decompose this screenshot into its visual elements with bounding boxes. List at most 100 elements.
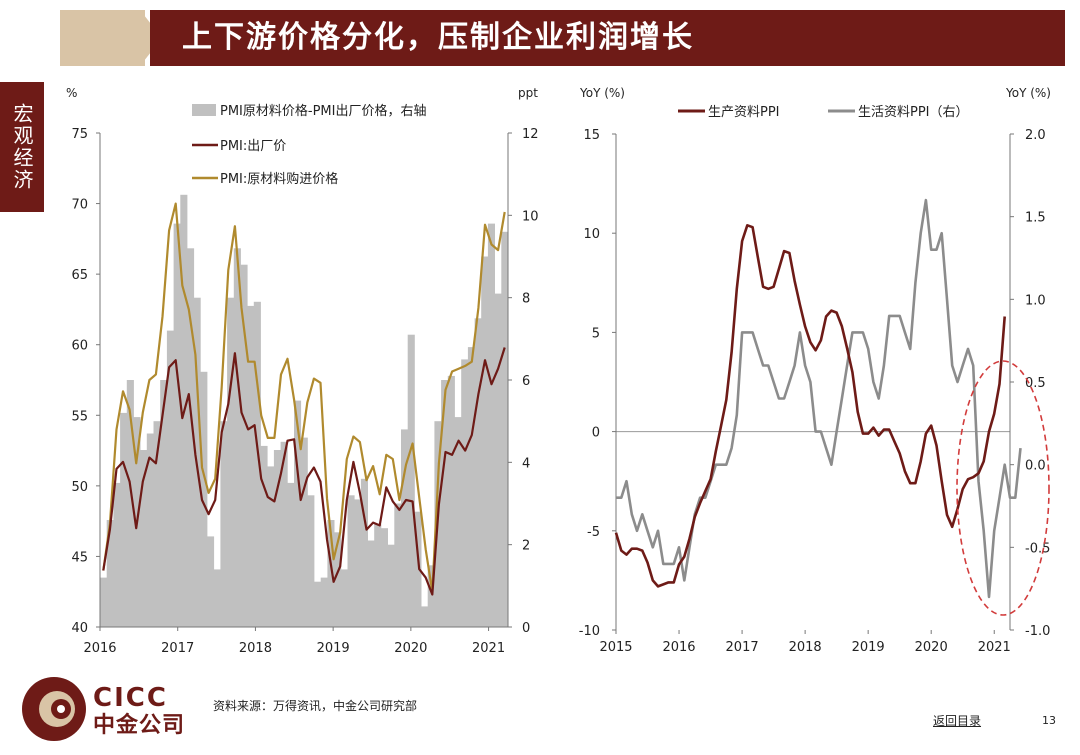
bar-spread (260, 445, 268, 627)
bar-spread (280, 441, 288, 628)
legend-label-input: PMI:原材料购进价格 (220, 171, 338, 187)
bar-spread (481, 256, 489, 627)
y-tick-label-left: 40 (71, 621, 88, 636)
bar-spread (267, 466, 275, 627)
bar-spread (380, 528, 388, 627)
y-tick-label-right: 8 (522, 292, 530, 307)
bar-spread (200, 371, 208, 627)
bar-spread (247, 305, 255, 627)
y-tick-label-right-2: -0.5 (1025, 541, 1050, 556)
bar-spread (146, 433, 154, 627)
bar-spread (126, 380, 134, 627)
y-tick-label-right: 6 (522, 374, 530, 389)
x-tick-label: 2021 (472, 641, 505, 656)
y-tick-label-left: 70 (71, 198, 88, 213)
y-tick-label-right: 2 (522, 539, 530, 554)
legend-label-consumer: 生活资料PPI（右） (858, 105, 969, 120)
page-title: 上下游价格分化，压制企业利润增长 (182, 20, 694, 55)
bar-spread (233, 248, 241, 628)
x-tick-label: 2018 (239, 641, 272, 656)
bar-spread (220, 421, 228, 627)
bar-spread (441, 380, 449, 627)
y-tick-label-right-2: 1.0 (1025, 293, 1046, 308)
bar-spread (320, 577, 328, 627)
bar-spread (401, 429, 409, 627)
series-line-consumer-ppi (616, 198, 1022, 599)
legend-swatch-spread (192, 104, 216, 116)
y-tick-label-right: 12 (522, 127, 539, 142)
y-tick-label-left-2: 10 (583, 227, 600, 242)
bar-spread (173, 223, 181, 627)
bar-spread (407, 334, 415, 627)
bar-spread (253, 301, 261, 627)
logo-text-cn: 中金公司 (93, 713, 186, 738)
bar-spread (287, 482, 295, 627)
bar-spread (140, 450, 148, 627)
bar-spread (307, 495, 315, 627)
bar-spread (421, 606, 429, 627)
x-tick-label: 2020 (394, 641, 427, 656)
legend-label-output: PMI:出厂价 (220, 139, 286, 154)
bar-spread (300, 437, 308, 627)
bar-spread (166, 330, 174, 627)
bar-spread (207, 536, 215, 627)
y-tick-label-left-2: -10 (579, 624, 600, 639)
section-tab[interactable]: 宏观经济 (0, 82, 44, 212)
bar-spread (120, 412, 128, 627)
y-tick-label-right: 0 (522, 621, 530, 636)
legend-label-spread: PMI原材料价格-PMI出厂价格，右轴 (220, 103, 426, 119)
x-tick-label-2: 2017 (726, 640, 759, 655)
bar-spread (213, 569, 221, 627)
x-tick-label: 2017 (161, 641, 194, 656)
y-tick-label-right: 10 (522, 209, 539, 224)
bar-spread (106, 520, 114, 627)
series-line-producer-ppi (614, 224, 1006, 588)
right-axis-title-2: YoY (%) (1005, 86, 1051, 100)
y-tick-label-right-2: 0.5 (1025, 376, 1046, 391)
y-tick-label-left: 45 (71, 550, 88, 565)
bar-spread (394, 503, 402, 627)
y-tick-label-left-2: 5 (592, 326, 600, 341)
bar-spread (494, 293, 502, 627)
bar-spread (454, 417, 462, 627)
bar-spread (467, 347, 475, 627)
title-banner (150, 10, 1065, 66)
bar-spread (414, 511, 422, 627)
bar-spread (340, 569, 348, 627)
source-note: 资料来源：万得资讯，中金公司研究部 (213, 699, 418, 713)
cicc-logo-icon (22, 677, 86, 741)
y-tick-label-left: 75 (71, 127, 88, 142)
x-tick-label-2: 2016 (662, 640, 695, 655)
left-axis-title-2: YoY (%) (579, 86, 625, 100)
bar-spread (294, 400, 302, 627)
y-tick-label-left: 60 (71, 339, 88, 354)
logo-text-en: CICC (93, 683, 168, 713)
y-tick-label-right-2: 2.0 (1025, 128, 1046, 143)
x-tick-label: 2016 (83, 641, 116, 656)
bar-spread (474, 318, 482, 628)
series-line-input-price (102, 202, 506, 593)
bar-spread (187, 248, 195, 628)
x-tick-label-2: 2020 (915, 640, 948, 655)
bar-spread (347, 495, 355, 627)
bar-spread (327, 520, 335, 627)
y-tick-label-left: 50 (71, 480, 88, 495)
legend-label-producer: 生产资料PPI (708, 105, 780, 120)
back-to-contents-link[interactable]: 返回目录 (933, 714, 982, 728)
bar-spread (447, 375, 455, 627)
bar-spread (153, 421, 161, 627)
bar-spread (461, 359, 469, 627)
y-tick-label-left-2: -5 (587, 525, 600, 540)
y-tick-label-right-2: 0.0 (1025, 459, 1046, 474)
y-tick-label-left: 55 (71, 409, 88, 424)
right-axis-unit: ppt (518, 86, 538, 100)
y-tick-label-left: 65 (71, 268, 88, 283)
bar-spread (367, 540, 375, 627)
bar-spread (374, 524, 382, 627)
page-number: 13 (1042, 714, 1056, 727)
bar-spread (314, 581, 322, 627)
y-tick-label-right-2: 1.5 (1025, 211, 1046, 226)
bar-spread (100, 577, 108, 627)
y-tick-label-left-2: 15 (583, 128, 600, 143)
x-tick-label-2: 2018 (789, 640, 822, 655)
